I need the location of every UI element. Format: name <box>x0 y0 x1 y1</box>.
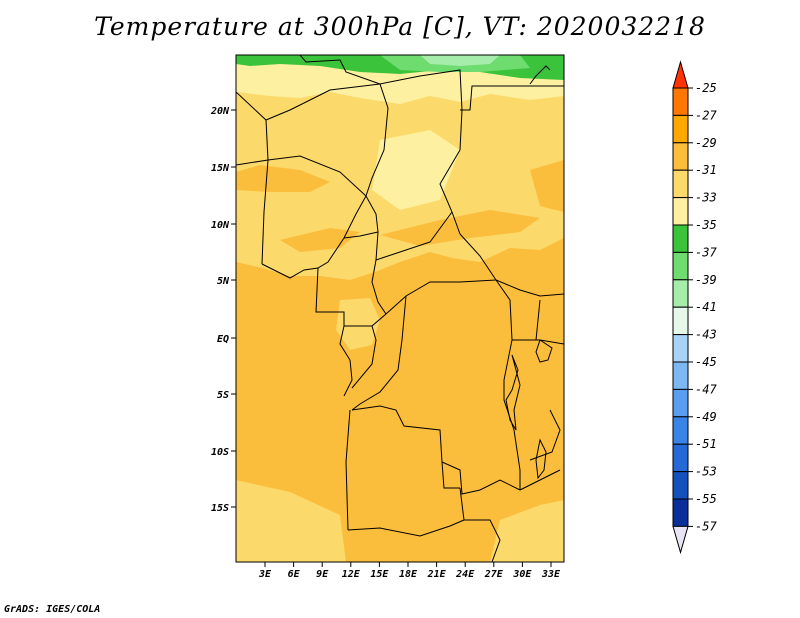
colorbar-swatch <box>672 169 689 199</box>
band-29-31-streak3 <box>280 228 360 252</box>
chart-title: Temperature at 300hPa [C], VT: 202003221… <box>94 12 706 41</box>
colorbar-label: -25 <box>695 81 717 95</box>
lon-tick-label: 30E <box>512 569 532 580</box>
lon-tick-label: 27E <box>484 569 504 580</box>
colorbar-label: -53 <box>695 465 717 479</box>
colorbar-swatch <box>672 306 689 336</box>
colorbar-label: -35 <box>695 218 717 232</box>
colorbar-label: -27 <box>695 108 717 122</box>
colorbar-swatch <box>672 416 689 445</box>
lat-tick-label: 10S <box>211 447 229 458</box>
lat-tick-label: EQ <box>217 334 229 345</box>
colorbar-swatch <box>672 471 689 500</box>
lon-tick-label: 12E <box>342 569 361 580</box>
colorbar-swatch <box>672 361 689 390</box>
colorbar-swatch <box>672 443 689 473</box>
band-33-35-b <box>372 130 460 210</box>
colorbar-label: -51 <box>695 437 717 451</box>
colorbar-label: -43 <box>695 328 717 342</box>
colorbar-label: -57 <box>695 519 717 533</box>
lat-tick-label: 5N <box>217 276 230 287</box>
band-29-31-streak1 <box>236 165 330 192</box>
colorbar-label: -41 <box>695 300 717 314</box>
colorbar-label: -45 <box>695 355 717 369</box>
colorbar-swatch <box>672 279 689 308</box>
lat-tick-label: 15S <box>211 503 229 514</box>
colorbar-label: -39 <box>695 273 717 287</box>
colorbar-bottom-arrow <box>672 525 689 555</box>
lat-tick-label: 5S <box>217 390 229 401</box>
lon-tick-label: 3E <box>258 569 272 580</box>
colorbar-swatch <box>672 224 689 253</box>
lon-tick-label: 24E <box>455 569 475 580</box>
band-39-41 <box>420 55 500 66</box>
map-frame <box>235 54 565 563</box>
lon-tick-label: 18E <box>399 569 418 580</box>
band-31-33-south <box>236 480 346 562</box>
lat-tick-label: 15N <box>211 163 230 174</box>
colorbar-swatch <box>672 197 689 226</box>
lon-tick-label: 33E <box>541 569 561 580</box>
temperature-fill <box>236 55 564 562</box>
colorbar-swatch <box>672 388 689 418</box>
lon-tick-label: 21E <box>427 569 447 580</box>
colorbar: -25 -27 -29 -31 -33 -35 -37 -39 -41 -43 -45 -47 -49 -… <box>672 60 717 555</box>
colorbar-label: -49 <box>695 410 717 424</box>
band-31-33-se <box>490 500 564 562</box>
latitude-axis: 20N 15N 10N 5N EQ 5S 10S 15S <box>210 106 236 514</box>
colorbar-swatch <box>672 498 689 527</box>
colorbar-label: -29 <box>695 136 717 150</box>
colorbar-top-arrow <box>672 60 689 89</box>
colorbar-label: -33 <box>695 191 717 205</box>
lat-tick-label: 20N <box>210 106 230 117</box>
colorbar-label: -37 <box>695 245 717 259</box>
band-31-33-pocket <box>336 298 380 350</box>
colorbar-swatch <box>672 114 689 144</box>
lon-tick-label: 9E <box>316 569 329 580</box>
colorbar-label: -55 <box>695 492 717 506</box>
colorbar-label: -47 <box>695 382 717 396</box>
grads-credit: GrADS: IGES/COLA <box>4 604 101 615</box>
lon-tick-label: 15E <box>370 569 389 580</box>
colorbar-swatch <box>672 142 689 171</box>
colorbar-swatch <box>672 87 689 116</box>
band-29-31-streak4 <box>380 210 540 246</box>
colorbar-label: -31 <box>695 163 717 177</box>
country-borders <box>236 55 564 562</box>
colorbar-swatch <box>672 334 689 363</box>
band-29-31-streak2 <box>530 160 564 212</box>
colorbar-swatch <box>672 251 689 281</box>
lon-tick-label: 6E <box>288 569 301 580</box>
longitude-axis: 3E 6E 9E 12E 15E 18E 21E 24E 27E 30E 33E <box>258 562 561 580</box>
lat-tick-label: 10N <box>211 220 230 231</box>
